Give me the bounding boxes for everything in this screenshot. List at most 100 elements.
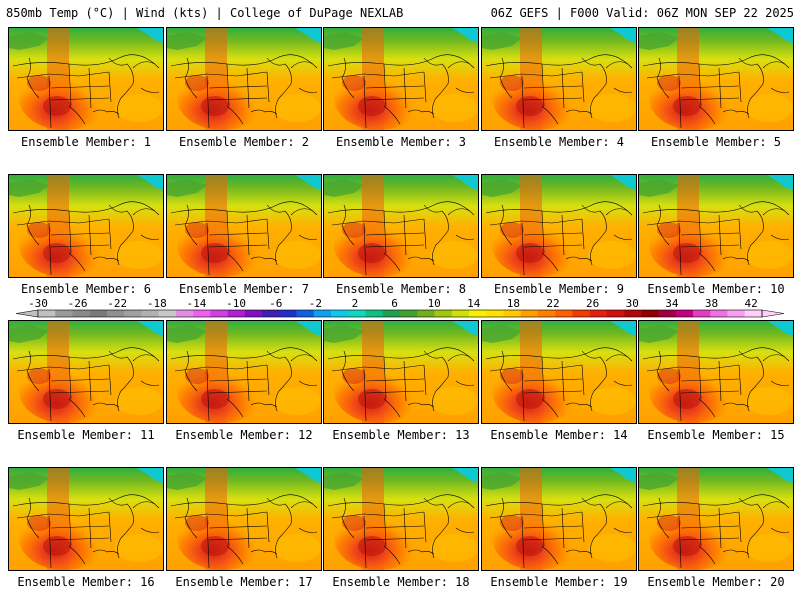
ensemble-map-panel <box>323 320 479 424</box>
ensemble-member-label: Ensemble Member: 20 <box>647 575 785 589</box>
ensemble-map-panel <box>638 27 794 131</box>
colorbar-swatch <box>244 310 263 317</box>
colorbar-border <box>37 309 763 318</box>
colorbar-swatch <box>38 310 56 317</box>
colorbar-swatch <box>210 310 228 317</box>
colorbar-swatch <box>658 310 677 317</box>
ensemble-map-panel <box>8 467 164 571</box>
colorbar-swatch <box>486 310 504 317</box>
ensemble-map-panel <box>481 320 637 424</box>
colorbar-swatch <box>589 310 608 317</box>
ensemble-member-label: Ensemble Member: 15 <box>647 428 785 442</box>
colorbar-tick-label: 30 <box>626 297 639 310</box>
ensemble-member-label: Ensemble Member: 17 <box>175 575 313 589</box>
ensemble-member-label: Ensemble Member: 5 <box>650 135 782 149</box>
colorbar-swatch <box>106 310 125 317</box>
colorbar-tick-label: -6 <box>269 297 282 310</box>
ensemble-map-panel <box>323 467 479 571</box>
ensemble-member-label: Ensemble Member: 8 <box>335 282 467 296</box>
colorbar-swatch <box>710 310 728 317</box>
ensemble-member-label: Ensemble Member: 11 <box>17 428 155 442</box>
ensemble-member-label: Ensemble Member: 19 <box>490 575 628 589</box>
colorbar-tick-label: 26 <box>586 297 599 310</box>
ensemble-map-panel <box>8 320 164 424</box>
colorbar-tick-label: 18 <box>507 297 520 310</box>
colorbar-swatch <box>727 310 746 317</box>
colorbar-tick-label: 38 <box>705 297 718 310</box>
colorbar-swatch <box>744 310 763 317</box>
ensemble-map-panel <box>166 320 322 424</box>
colorbar-swatch <box>520 310 539 317</box>
ensemble-member-label: Ensemble Member: 2 <box>178 135 310 149</box>
map-title: 850mb Temp (°C) | Wind (kts) | College o… <box>6 6 404 20</box>
ensemble-map-panel <box>481 174 637 278</box>
colorbar-swatch <box>400 310 418 317</box>
ensemble-member-label: Ensemble Member: 16 <box>17 575 155 589</box>
ensemble-map-panel <box>166 27 322 131</box>
ensemble-member-label: Ensemble Member: 13 <box>332 428 470 442</box>
colorbar-swatch <box>555 310 573 317</box>
colorbar-swatch <box>503 310 521 317</box>
colorbar-swatch <box>141 310 159 317</box>
colorbar-swatch <box>55 310 73 317</box>
colorbar-tick-label: -14 <box>187 297 207 310</box>
ensemble-map-panel <box>8 27 164 131</box>
colorbar-min-arrow <box>15 309 39 318</box>
ensemble-member-label: Ensemble Member: 9 <box>493 282 625 296</box>
ensemble-map-panel <box>166 174 322 278</box>
ensemble-map-panel <box>323 27 479 131</box>
ensemble-member-label: Ensemble Member: 3 <box>335 135 467 149</box>
colorbar-swatch <box>468 310 487 317</box>
ensemble-member-label: Ensemble Member: 12 <box>175 428 313 442</box>
colorbar-tick-label: 34 <box>665 297 679 310</box>
colorbar-swatch <box>572 310 590 317</box>
colorbar-tick-label: -10 <box>226 297 246 310</box>
colorbar-swatch <box>417 310 435 317</box>
colorbar-swatch <box>193 310 211 317</box>
ensemble-map-panel <box>481 467 637 571</box>
colorbar-swatch <box>641 310 659 317</box>
colorbar-tick-label: 6 <box>391 297 398 310</box>
colorbar-tick-label: -22 <box>107 297 127 310</box>
colorbar-swatch <box>296 310 315 317</box>
ensemble-member-label: Ensemble Member: 6 <box>20 282 152 296</box>
colorbar-swatch <box>331 310 349 317</box>
colorbar-swatch <box>365 310 384 317</box>
colorbar-swatch <box>124 310 142 317</box>
ensemble-member-label: Ensemble Member: 14 <box>490 428 628 442</box>
colorbar-tick-label: 22 <box>546 297 559 310</box>
ensemble-member-label: Ensemble Member: 10 <box>647 282 785 296</box>
ensemble-map-panel <box>638 320 794 424</box>
ensemble-map-panel <box>638 467 794 571</box>
colorbar-swatch <box>606 310 625 317</box>
colorbar-swatch <box>451 310 470 317</box>
colorbar-swatch <box>382 310 401 317</box>
colorbar-tick-label: -2 <box>309 297 322 310</box>
colorbar-swatch <box>624 310 642 317</box>
colorbar-tick-label: 10 <box>428 297 441 310</box>
colorbar-swatch <box>175 310 194 317</box>
ensemble-map-panel <box>166 467 322 571</box>
colorbar-tick-label: 2 <box>352 297 359 310</box>
colorbar-swatch <box>158 310 177 317</box>
colorbar-tick-label: 14 <box>467 297 481 310</box>
colorbar-swatch <box>227 310 246 317</box>
colorbar-graphic: -30 -26 -22 -18 -14 -10 -6 -2 2 6 10 14 18 22 26 30 34 38… <box>15 297 785 318</box>
ensemble-map-panel <box>323 174 479 278</box>
colorbar-tick-label: -18 <box>147 297 167 310</box>
colorbar-swatch <box>262 310 280 317</box>
ensemble-map-panel <box>481 27 637 131</box>
ensemble-member-label: Ensemble Member: 4 <box>493 135 625 149</box>
colorbar-swatch <box>313 310 332 317</box>
ensemble-map-panel <box>8 174 164 278</box>
ensemble-member-label: Ensemble Member: 1 <box>20 135 152 149</box>
colorbar-swatch <box>348 310 366 317</box>
colorbar-tick-label: -30 <box>28 297 48 310</box>
colorbar-swatch <box>279 310 297 317</box>
ensemble-map-panel <box>638 174 794 278</box>
colorbar-tick-label: 42 <box>745 297 758 310</box>
colorbar-swatch <box>72 310 91 317</box>
colorbar-swatch <box>675 310 694 317</box>
model-valid-time: 06Z GEFS | F000 Valid: 06Z MON SEP 22 20… <box>490 6 794 20</box>
colorbar-tick-label: -26 <box>68 297 88 310</box>
